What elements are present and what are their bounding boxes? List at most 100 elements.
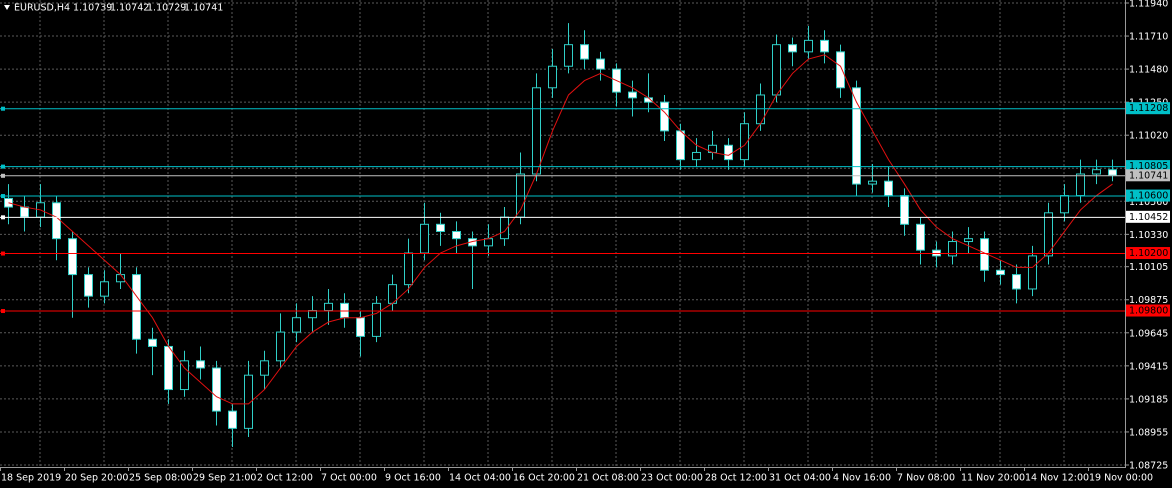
x-tick-label: 14 Oct 04:00: [449, 473, 511, 484]
candle-body: [132, 274, 141, 340]
price-level-marker: [1, 106, 5, 111]
candle-body: [996, 269, 1005, 276]
candle-body: [228, 410, 237, 429]
y-tick-label: 1.10560: [1129, 197, 1168, 208]
candle-body: [676, 130, 685, 161]
candle-body: [964, 238, 973, 243]
y-tick-label: 1.09645: [1129, 328, 1168, 339]
x-tick-label: 31 Oct 04:00: [769, 473, 831, 484]
candle-body: [1012, 274, 1021, 290]
candle-body: [660, 101, 669, 132]
candle-body: [548, 65, 557, 89]
candle-body: [164, 345, 173, 391]
candle-body: [276, 331, 285, 362]
candle-body: [532, 87, 541, 175]
candle-body: [692, 151, 701, 161]
y-tick-label: 1.11480: [1129, 65, 1168, 76]
candle-body: [1060, 195, 1069, 214]
candle-body: [148, 338, 157, 347]
y-tick-label: 1.11020: [1129, 131, 1168, 142]
price-level-label: 1.10600: [1129, 191, 1168, 202]
candle-body: [564, 44, 573, 67]
candle-body: [804, 39, 813, 53]
symbol-title: EURUSD,H4: [14, 3, 70, 14]
candle-body: [1028, 255, 1037, 290]
price-level-marker: [1, 164, 5, 169]
price-level-label: 1.10805: [1129, 161, 1168, 172]
candle-body: [292, 317, 301, 333]
x-tick-label: 11 Nov 20:00: [961, 473, 1025, 484]
x-tick-label: 21 Oct 08:00: [577, 473, 639, 484]
menu-arrow[interactable]: [4, 5, 10, 10]
x-tick-label: 2 Oct 12:00: [257, 473, 313, 484]
price-level-label: 1.10452: [1129, 212, 1168, 223]
x-tick-label: 29 Sep 21:00: [193, 473, 256, 484]
price-level-marker: [1, 309, 5, 314]
candle-body: [324, 302, 333, 312]
candle-body: [52, 202, 61, 240]
candle-body: [948, 241, 957, 257]
y-tick-label: 1.10105: [1129, 262, 1168, 273]
x-tick-label: 14 Nov 12:00: [1025, 473, 1089, 484]
candle-body: [196, 360, 205, 369]
candle-body: [420, 223, 429, 254]
price-level-tag: [1126, 210, 1170, 223]
quote-high: 1.10742: [110, 3, 149, 14]
x-tick-label: 16 Oct 20:00: [513, 473, 575, 484]
x-tick-label: 19 Nov 00:00: [1089, 473, 1153, 484]
candle-body: [4, 197, 13, 208]
price-level-tag: [1126, 160, 1170, 173]
price-level-tag: [1126, 247, 1170, 260]
candle-body: [452, 230, 461, 240]
price-level-label: 1.10741: [1129, 170, 1168, 181]
candle-body: [628, 91, 637, 99]
x-tick-label: 25 Sep 08:00: [129, 473, 192, 484]
price-level-tag: [1126, 304, 1170, 317]
price-level-marker: [1, 173, 5, 178]
candle-body: [740, 123, 749, 161]
price-level-label: 1.11208: [1129, 103, 1168, 114]
price-level-marker: [1, 251, 5, 256]
y-tick-label: 1.09415: [1129, 361, 1168, 372]
candle-body: [308, 310, 317, 319]
y-tick-label: 1.10330: [1129, 230, 1168, 241]
price-level-label: 1.10200: [1129, 248, 1168, 259]
candle-body: [868, 180, 877, 185]
candle-body: [772, 44, 781, 96]
x-tick-label: 4 Nov 16:00: [833, 473, 891, 484]
quote-low: 1.10729: [147, 3, 186, 14]
candle-body: [852, 87, 861, 185]
candle-body: [84, 274, 93, 297]
price-level-marker: [1, 215, 5, 220]
candle-body: [260, 360, 269, 376]
price-level-tag: [1126, 169, 1170, 182]
candle-body: [180, 360, 189, 391]
moving-average: [8, 54, 1113, 405]
candle-body: [836, 51, 845, 89]
candle-body: [1108, 169, 1117, 176]
y-tick-label: 1.09875: [1129, 295, 1168, 306]
y-tick-label: 1.08725: [1129, 461, 1168, 472]
plot: [0, 0, 1125, 467]
y-tick-label: 1.08955: [1129, 427, 1168, 438]
candle-body: [596, 58, 605, 70]
candle-body: [356, 317, 365, 337]
candle-body: [404, 252, 413, 286]
candle-body: [580, 44, 589, 60]
quote-open: 1.10739: [73, 3, 112, 14]
y-tick-label: 1.09185: [1129, 394, 1168, 405]
quote-close: 1.10741: [184, 3, 223, 14]
candle-body: [20, 206, 29, 218]
x-tick-label: 18 Sep 2019: [1, 473, 61, 484]
x-tick-label: 28 Oct 12:00: [705, 473, 767, 484]
candle-body: [916, 223, 925, 251]
candle-body: [724, 144, 733, 161]
x-tick-label: 7 Oct 00:00: [321, 473, 377, 484]
candle-body: [884, 180, 893, 197]
x-tick-label: 23 Oct 00:00: [641, 473, 703, 484]
candle-body: [820, 39, 829, 53]
candle-body: [788, 44, 797, 53]
candle-body: [436, 223, 445, 232]
price-level-tag: [1126, 189, 1170, 202]
